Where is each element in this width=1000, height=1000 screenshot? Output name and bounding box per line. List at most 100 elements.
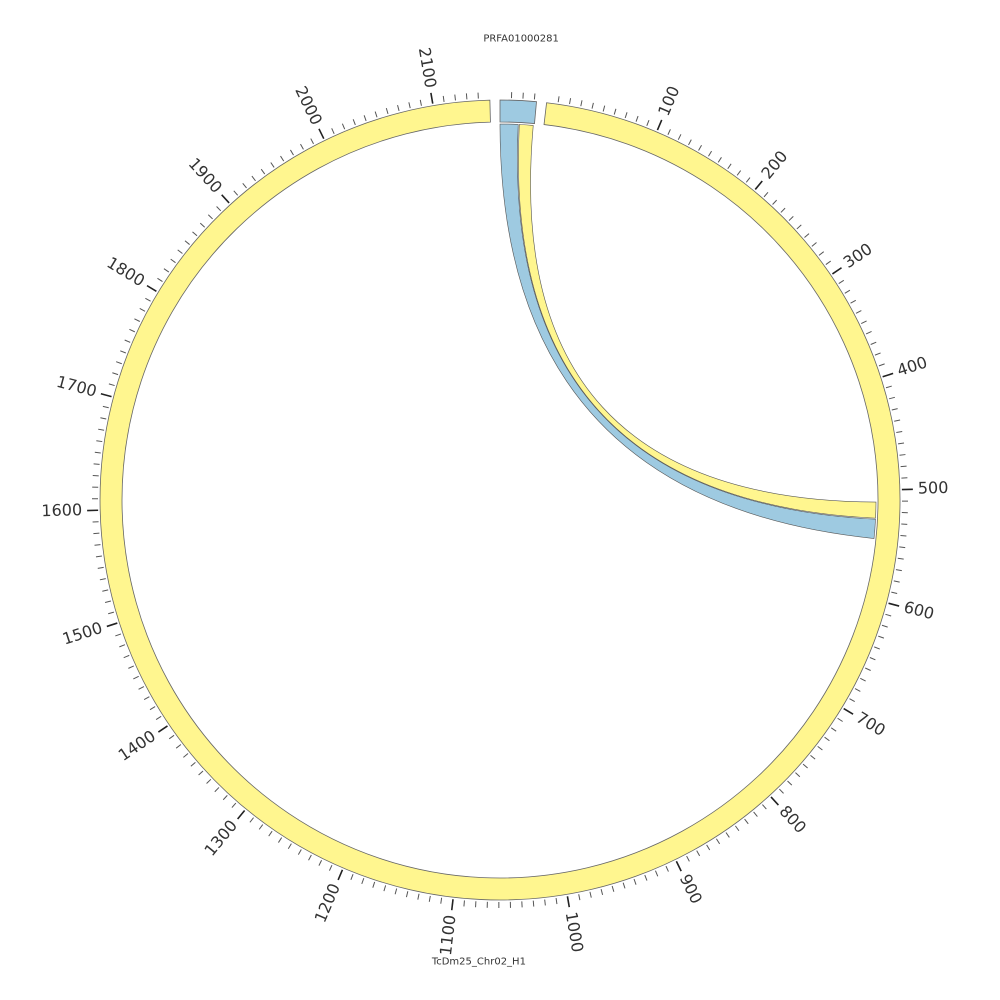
minor-tick (123, 654, 130, 659)
tick-label: 1400 (115, 726, 159, 765)
minor-tick (138, 686, 145, 690)
tick-label: 1500 (60, 618, 105, 649)
minor-tick (155, 715, 162, 720)
minor-tick (108, 611, 115, 615)
minor-tick (734, 825, 740, 832)
minor-tick (810, 754, 816, 760)
minor-tick (100, 417, 107, 420)
minor-tick (408, 102, 411, 109)
tick-label: 700 (853, 708, 889, 740)
minor-tick (654, 870, 659, 877)
minor-tick (891, 408, 898, 411)
minor-tick (120, 350, 127, 354)
minor-tick (216, 206, 222, 212)
minor-tick (268, 830, 273, 837)
minor-tick (602, 105, 606, 112)
link-ribbon (499, 123, 876, 539)
major-tick (430, 92, 434, 104)
minor-tick (646, 119, 650, 126)
minor-tick (95, 555, 102, 558)
minor-tick (249, 817, 254, 823)
minor-tick (830, 727, 837, 732)
major-tick (450, 899, 454, 911)
minor-tick (736, 170, 742, 176)
tick-label: 900 (676, 871, 706, 907)
tick-label: 400 (895, 353, 930, 380)
minor-tick (753, 811, 758, 817)
minor-tick (119, 644, 126, 648)
minor-tick (885, 613, 892, 617)
minor-tick (533, 93, 536, 100)
minor-tick (289, 149, 294, 156)
minor-tick (134, 318, 141, 322)
major-tick (237, 809, 246, 820)
minor-tick (870, 341, 877, 345)
major-tick (157, 725, 168, 733)
minor-tick (280, 155, 285, 162)
minor-tick (242, 183, 247, 189)
tick-label: 1800 (104, 253, 149, 290)
minor-tick (811, 242, 817, 247)
minor-tick (417, 893, 420, 900)
minor-tick (779, 788, 784, 794)
minor-tick (569, 98, 572, 105)
minor-tick (804, 233, 810, 238)
minor-tick (717, 157, 722, 163)
minor-tick (860, 320, 867, 325)
minor-tick (207, 214, 213, 220)
minor-tick (192, 231, 198, 237)
tick-label: 1900 (185, 154, 226, 197)
minor-tick (865, 331, 872, 335)
major-tick (888, 602, 900, 607)
minor-tick (183, 753, 189, 758)
major-tick (882, 372, 894, 378)
minor-tick (96, 440, 103, 443)
minor-tick (844, 289, 851, 294)
minor-tick (102, 589, 109, 592)
segment-band (99, 99, 901, 901)
minor-tick (104, 600, 112, 604)
minor-tick (318, 860, 323, 866)
major-tick (566, 896, 571, 908)
minor-tick (795, 772, 801, 778)
major-tick (770, 796, 780, 806)
minor-tick (589, 891, 592, 898)
minor-tick (897, 557, 904, 560)
tick-label: 800 (776, 802, 811, 837)
major-tick (656, 119, 663, 131)
minor-tick (297, 849, 302, 855)
minor-tick (895, 569, 902, 572)
tick-label: 1200 (311, 880, 344, 925)
minor-tick (405, 891, 409, 898)
minor-tick (896, 430, 903, 433)
minor-tick (124, 339, 131, 343)
tick-label: 2100 (415, 46, 441, 89)
minor-tick (93, 463, 100, 465)
minor-tick (881, 624, 888, 628)
minor-tick (644, 874, 648, 881)
minor-tick (260, 168, 266, 175)
minor-tick (361, 878, 365, 885)
major-tick (843, 707, 854, 715)
minor-tick (899, 546, 906, 549)
minor-tick (383, 885, 387, 892)
minor-tick (428, 895, 431, 902)
minor-tick (885, 385, 892, 389)
minor-tick (352, 119, 356, 126)
link-ribbon (518, 124, 877, 519)
minor-tick (112, 372, 119, 376)
minor-tick (341, 123, 346, 130)
tick-label: 1600 (41, 500, 82, 520)
minor-tick (310, 138, 314, 145)
minor-tick (277, 837, 283, 843)
minor-tick (878, 363, 885, 367)
minor-tick (149, 706, 156, 711)
tick-label: 300 (840, 239, 876, 272)
minor-tick (99, 578, 106, 581)
minor-tick (622, 882, 626, 889)
minor-tick (163, 268, 170, 273)
minor-tick (222, 795, 228, 801)
minor-tick (891, 591, 898, 594)
major-tick (675, 860, 682, 872)
minor-tick (706, 844, 711, 851)
